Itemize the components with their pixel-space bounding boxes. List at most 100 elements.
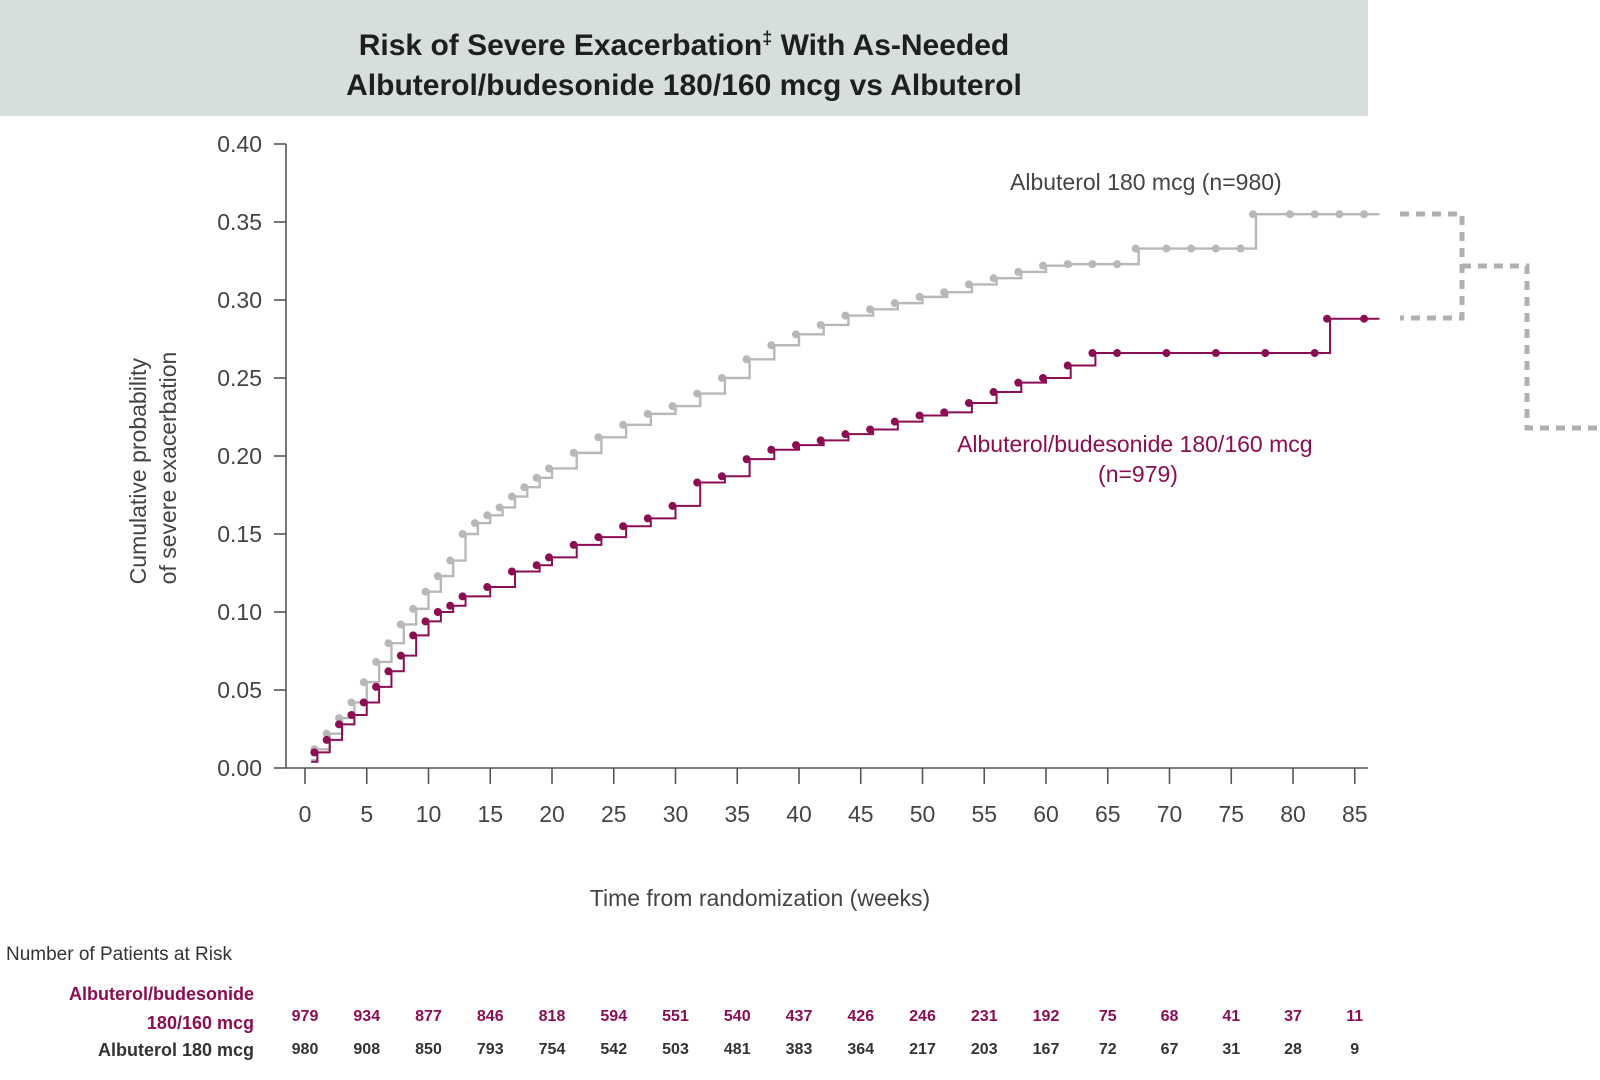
y-tick-label: 0.05 — [217, 677, 262, 703]
censor-mark-0 — [940, 288, 949, 297]
km-chart: 0.00 0.05 0.10 0.15 0.20 0.25 0.30 0.35 0.40 0 5 1… — [125, 131, 1600, 911]
censor-mark-0 — [1248, 210, 1257, 219]
censor-mark-0 — [372, 657, 381, 666]
risk-count-combo: 192 — [1032, 1008, 1060, 1025]
hazard-bracket-decoration — [1400, 211, 1600, 431]
x-tick-label: 0 — [299, 801, 312, 827]
censor-mark-1 — [742, 455, 751, 464]
censor-mark-1 — [396, 651, 405, 660]
censor-mark-1 — [940, 408, 949, 417]
risk-count-albuterol: 793 — [476, 1041, 504, 1058]
risk-count-combo: 818 — [538, 1008, 566, 1025]
risk-count-combo: 979 — [291, 1008, 319, 1025]
censor-mark-0 — [1187, 244, 1196, 253]
x-tick-label: 45 — [848, 801, 874, 827]
risk-label-combo: Albuterol/budesonide 180/160 mcg — [68, 984, 254, 1033]
risk-count-combo: 75 — [1098, 1008, 1117, 1025]
censor-mark-0 — [717, 374, 726, 382]
x-tick-label: 30 — [663, 801, 689, 827]
censor-mark-1 — [322, 735, 331, 744]
risk-count-albuterol: 203 — [970, 1041, 998, 1058]
censor-mark-1 — [359, 698, 368, 707]
censor-mark-1 — [569, 540, 578, 549]
censor-mark-0 — [668, 402, 677, 411]
series-label-albuterol: Albuterol 180 mcg (n=980) — [1010, 169, 1282, 195]
censor-mark-0 — [458, 530, 467, 538]
series-line-0 — [311, 213, 1380, 762]
censor-mark-1 — [767, 445, 776, 454]
risk-table-heading: Number of Patients at Risk — [6, 944, 232, 965]
x-tick-label: 65 — [1095, 801, 1121, 827]
censor-mark-0 — [1039, 261, 1047, 270]
risk-count-albuterol: 754 — [538, 1041, 566, 1058]
series-line-1 — [311, 317, 1380, 763]
x-tick-label: 80 — [1280, 801, 1306, 827]
censor-mark-0 — [335, 714, 344, 723]
risk-count-albuterol: 481 — [723, 1041, 751, 1058]
chart-title-line1: Risk of Severe Exacerbation‡ With As-Nee… — [358, 28, 1010, 62]
x-tick-label: 5 — [360, 801, 373, 827]
censor-mark-1 — [507, 567, 516, 576]
x-axis: 0 5 10 15 20 25 30 35 40 45 50 55 60 65 70 75 80 85 — [286, 767, 1368, 827]
x-tick-label: 40 — [786, 801, 812, 827]
risk-count-combo: 11 — [1346, 1008, 1364, 1025]
censor-mark-1 — [866, 425, 875, 434]
censor-mark-0 — [433, 572, 442, 581]
censor-mark-0 — [619, 420, 628, 429]
risk-count-albuterol: 72 — [1098, 1041, 1117, 1058]
censor-mark-0 — [594, 433, 603, 442]
censor-mark-0 — [1310, 210, 1319, 219]
y-axis: 0.00 0.05 0.10 0.15 0.20 0.25 0.30 0.35 0.40 — [217, 131, 287, 781]
censor-mark-0 — [742, 355, 751, 364]
risk-count-combo: 540 — [723, 1008, 751, 1025]
censor-mark-1 — [643, 514, 652, 523]
y-tick-label: 0.20 — [217, 443, 262, 469]
censor-mark-1 — [890, 417, 899, 426]
risk-count-albuterol: 31 — [1222, 1041, 1241, 1058]
censor-mark-0 — [964, 280, 973, 289]
censor-mark-1 — [1063, 361, 1072, 370]
censor-mark-1 — [816, 436, 825, 445]
series-curves — [310, 210, 1380, 763]
censor-mark-0 — [1131, 244, 1140, 253]
censor-mark-1 — [483, 583, 492, 592]
risk-count-albuterol: 167 — [1032, 1041, 1060, 1058]
censor-mark-1 — [989, 388, 998, 397]
x-tick-label: 75 — [1218, 801, 1244, 827]
censor-mark-1 — [594, 533, 603, 542]
risk-count-albuterol: 908 — [353, 1041, 381, 1058]
censor-mark-1 — [841, 430, 850, 439]
risk-count-combo: 41 — [1222, 1008, 1241, 1025]
censor-mark-0 — [693, 389, 702, 398]
censor-mark-0 — [532, 473, 541, 482]
censor-mark-0 — [866, 305, 875, 314]
x-tick-label: 50 — [910, 801, 936, 827]
risk-count-combo: 37 — [1284, 1008, 1302, 1025]
y-tick-label: 0.00 — [217, 755, 262, 781]
censor-mark-1 — [1360, 314, 1369, 323]
censor-mark-0 — [1014, 267, 1023, 276]
censor-mark-0 — [347, 698, 356, 707]
censor-mark-0 — [841, 311, 850, 320]
risk-count-albuterol: 503 — [662, 1041, 689, 1058]
censor-mark-1 — [446, 601, 455, 610]
censor-mark-0 — [1286, 210, 1294, 219]
x-tick-label: 70 — [1157, 801, 1183, 827]
censor-mark-1 — [1113, 349, 1122, 358]
censor-mark-1 — [668, 501, 677, 510]
risk-count-albuterol: 980 — [291, 1041, 319, 1058]
y-tick-label: 0.35 — [217, 209, 262, 235]
censor-mark-0 — [470, 519, 479, 528]
censor-mark-1 — [372, 682, 381, 691]
censor-mark-0 — [643, 409, 652, 418]
censor-mark-0 — [409, 604, 418, 613]
censor-mark-0 — [1236, 244, 1245, 253]
censor-mark-0 — [384, 639, 393, 648]
censor-mark-1 — [717, 472, 726, 481]
censor-mark-0 — [421, 587, 430, 596]
censor-mark-0 — [890, 299, 899, 308]
y-tick-label: 0.40 — [217, 131, 262, 157]
censor-mark-1 — [347, 710, 356, 719]
censor-mark-1 — [1039, 374, 1047, 382]
censor-mark-0 — [915, 292, 924, 301]
